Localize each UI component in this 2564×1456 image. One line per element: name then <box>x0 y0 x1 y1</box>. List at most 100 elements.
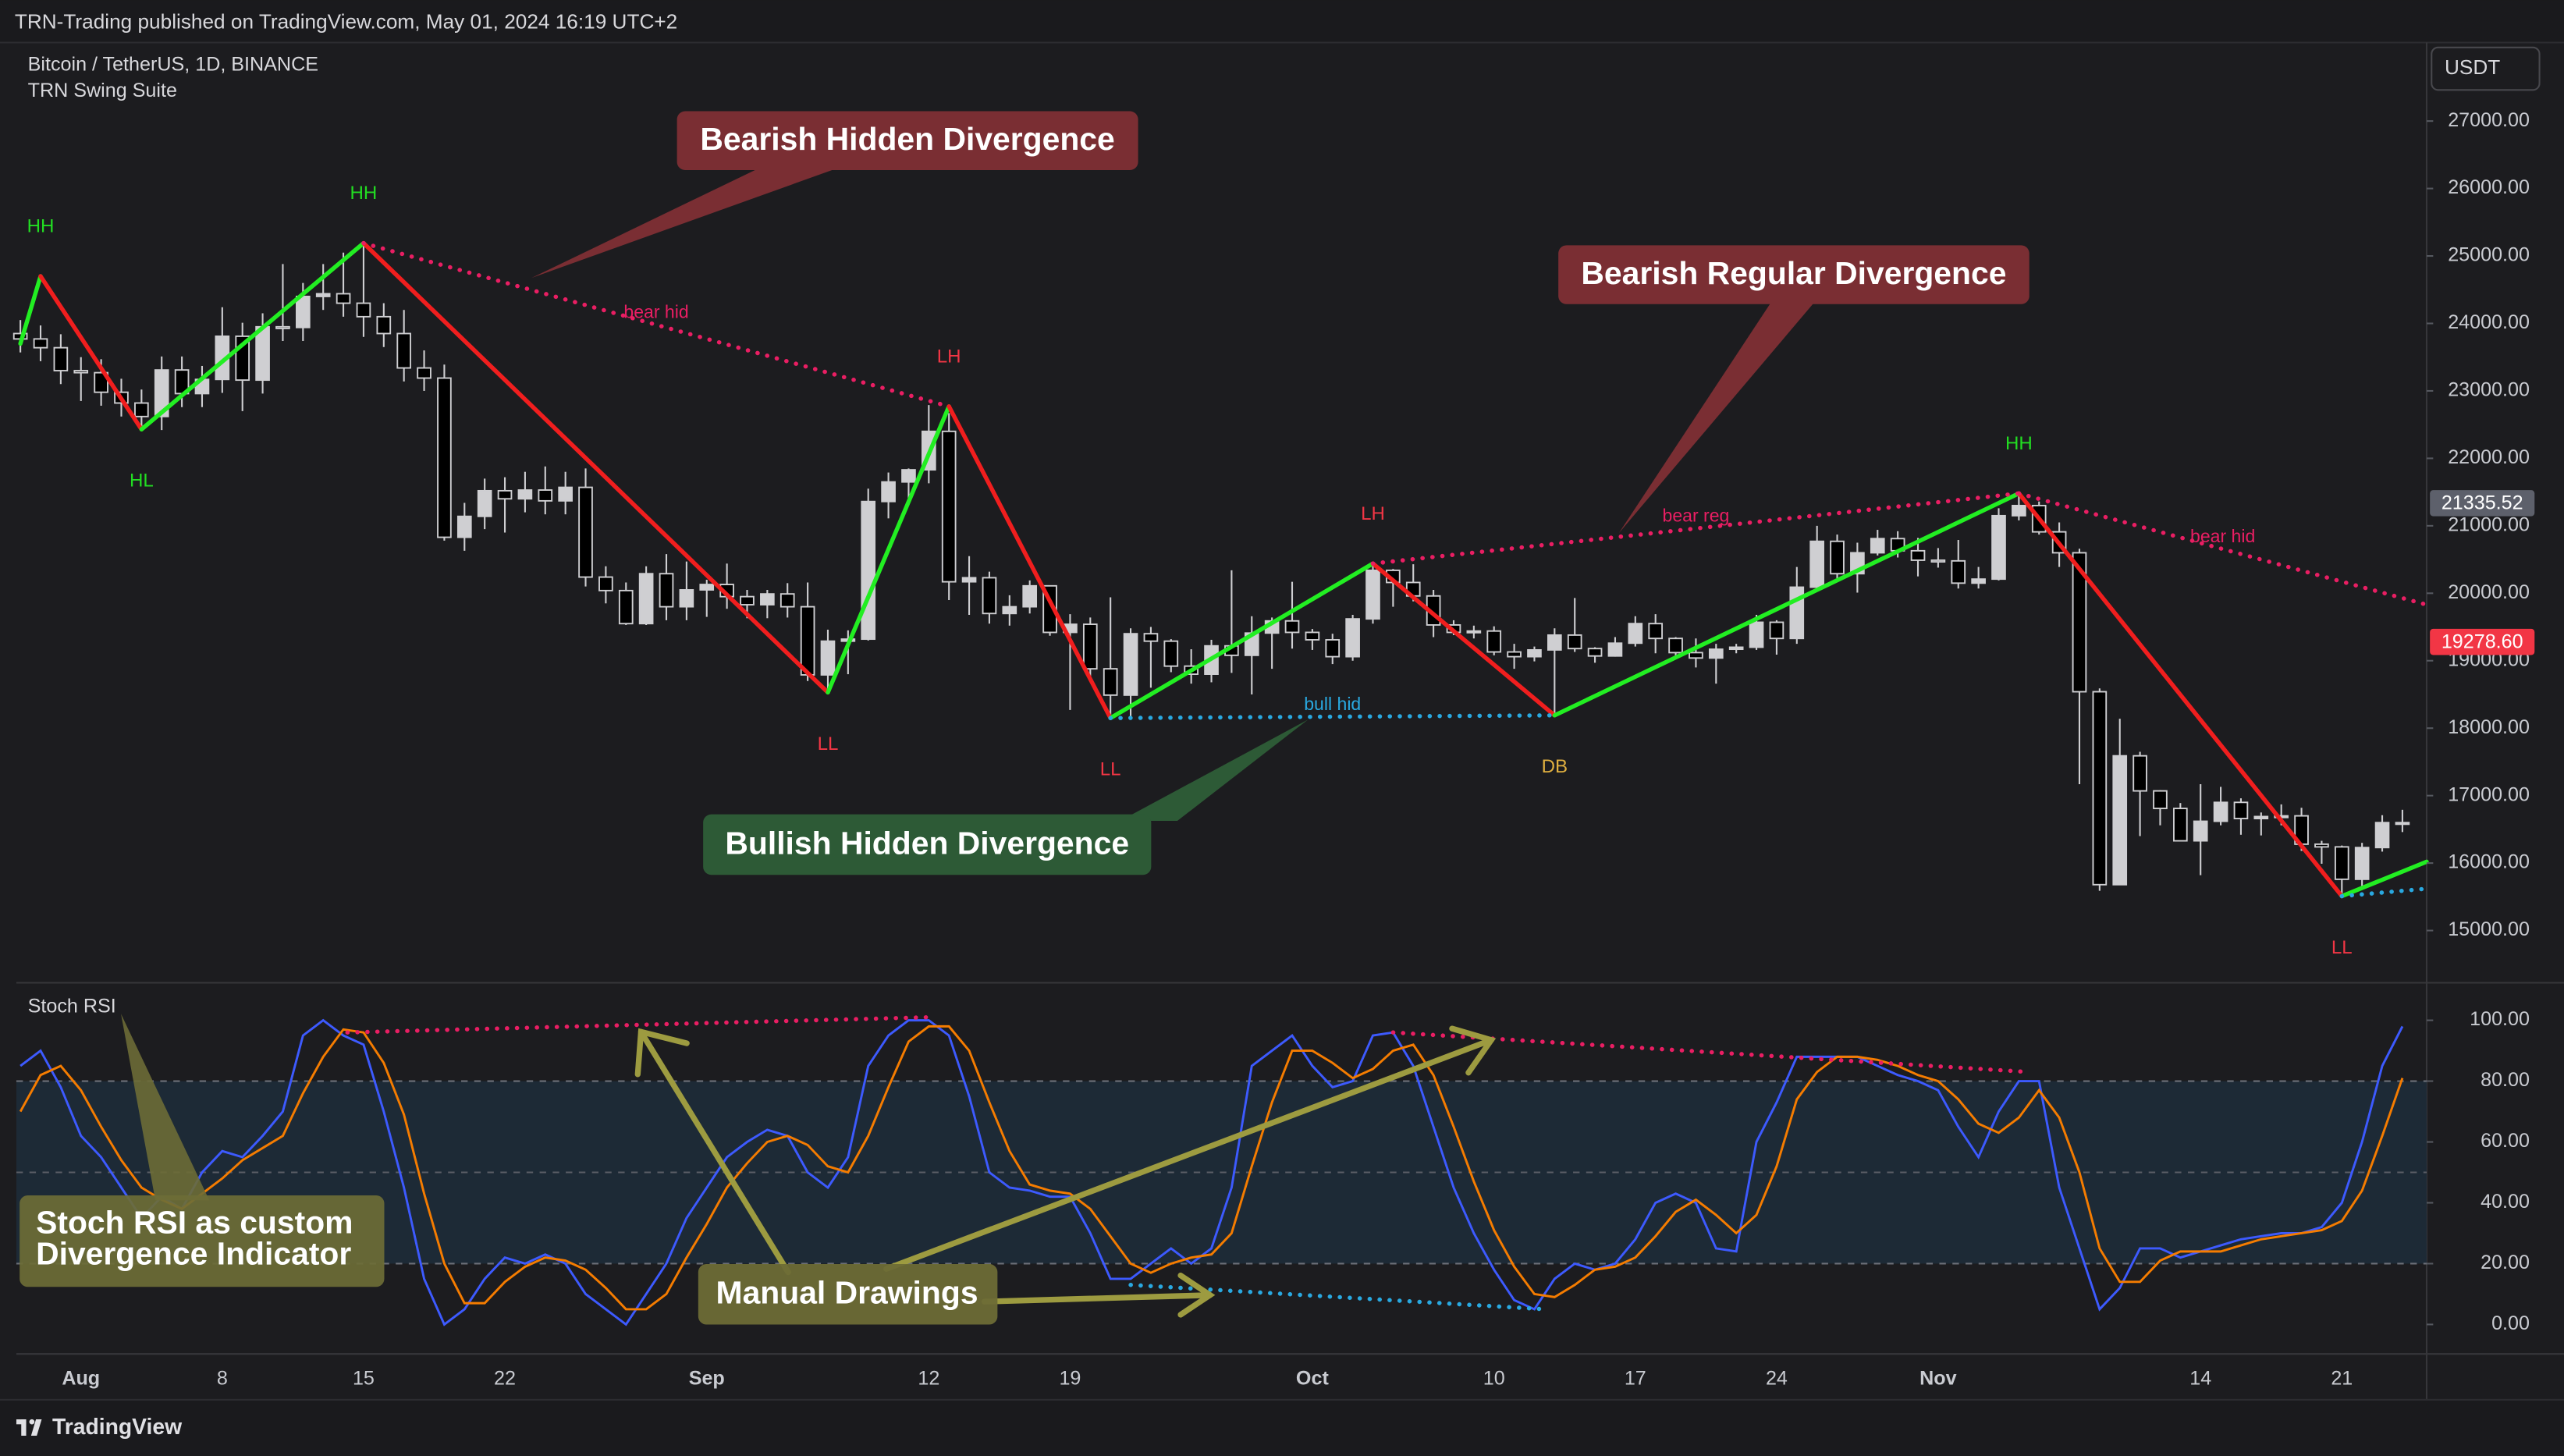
y-tick-label: 40.00 <box>2481 1191 2530 1213</box>
candle-body <box>255 325 270 382</box>
arrow-head <box>634 1028 690 1078</box>
divergence-line <box>2016 491 2429 607</box>
manual-arrows <box>634 1025 1497 1318</box>
candle-body <box>1507 651 1522 658</box>
candle-body <box>437 377 452 538</box>
price-label: 19278.60 <box>2441 630 2523 652</box>
candle-body <box>1527 648 1542 658</box>
candle-body <box>2012 504 2026 517</box>
candle-body <box>1486 630 1502 653</box>
zigzag-segment <box>2339 859 2429 899</box>
callout-text: Stoch RSI as custom <box>36 1204 353 1240</box>
candle-body <box>1830 540 1845 575</box>
candle-body <box>1547 634 1562 651</box>
callout-box <box>703 814 1152 875</box>
candle-body <box>1143 633 1159 642</box>
stoch-line <box>19 1025 2404 1311</box>
divergence-line <box>1370 491 2022 566</box>
zigzag-segment <box>2016 491 2345 899</box>
swing-label: HH <box>27 215 55 236</box>
currency-button[interactable] <box>2431 46 2541 91</box>
y-tick-label: 100.00 <box>2470 1008 2530 1030</box>
candle-body <box>1002 605 1017 615</box>
candle-body <box>2314 843 2329 848</box>
candle-body <box>296 295 311 328</box>
swing-label: HH <box>350 183 378 204</box>
candle-body <box>2233 801 2249 820</box>
candle-body <box>1789 586 1805 640</box>
candle-body <box>1607 642 1623 657</box>
candle-body <box>1769 621 1785 640</box>
candle-body <box>1103 668 1118 696</box>
swing-label: LH <box>937 346 961 367</box>
candle-body <box>1587 648 1603 657</box>
callout: Manual Drawings <box>698 1263 998 1325</box>
candle-body <box>1689 652 1703 659</box>
candle-body <box>861 500 876 641</box>
callout-pointer <box>1618 297 1819 534</box>
candle-body <box>961 577 977 583</box>
x-tick-label: 24 <box>1766 1367 1788 1389</box>
divergence-line <box>1390 1030 2032 1074</box>
swing-label: HH <box>2005 433 2033 454</box>
y-tick-label: 16000.00 <box>2448 851 2530 873</box>
y-tick-label: 27000.00 <box>2448 109 2530 131</box>
divergence-line <box>361 240 951 409</box>
candle-body <box>134 402 149 417</box>
callout: Bearish Hidden Divergence <box>531 111 1138 279</box>
stoch-title: Stoch RSI <box>28 996 116 1017</box>
price-label: 21335.52 <box>2441 492 2523 514</box>
zigzag-segment <box>1552 491 2022 718</box>
zigzag-segment <box>946 404 1113 720</box>
x-tick-label: Sep <box>689 1367 725 1389</box>
candle-body <box>275 325 290 329</box>
y-tick-label: 21000.00 <box>2448 513 2530 535</box>
x-tick-label: 12 <box>918 1367 939 1389</box>
callout-text: Manual Drawings <box>716 1275 978 1311</box>
x-tick-label: Aug <box>62 1367 100 1389</box>
candle-body <box>1365 569 1380 620</box>
candle-body <box>1971 578 1986 584</box>
candle-body <box>517 489 533 500</box>
candle-body <box>760 593 775 605</box>
candle-body <box>1910 549 1926 561</box>
callout-box <box>677 111 1138 170</box>
candle-body <box>1022 584 1038 608</box>
candle-body <box>154 369 169 417</box>
swing-label: HL <box>130 471 154 492</box>
candle-body <box>1930 559 1946 563</box>
x-tick-label: Nov <box>1919 1367 1956 1389</box>
y-tick-label: 15000.00 <box>2448 918 2530 940</box>
candle-body <box>477 489 492 517</box>
divergence-line <box>2339 886 2429 899</box>
y-tick-label: 18000.00 <box>2448 716 2530 738</box>
y-tick-label: 25000.00 <box>2448 244 2530 266</box>
candle-body <box>2173 808 2188 842</box>
callout: Bullish Hidden Divergence <box>703 719 1309 875</box>
candle-body <box>1749 621 1764 648</box>
currency-label[interactable]: USDT <box>2445 55 2500 79</box>
candle-body <box>53 346 69 371</box>
y-tick-label: 60.00 <box>2481 1130 2530 1152</box>
y-tick-label: 20000.00 <box>2448 581 2530 603</box>
candle-body <box>618 589 634 625</box>
y-tick-label: 24000.00 <box>2448 311 2530 333</box>
x-tick-label: 19 <box>1059 1367 1081 1389</box>
candle-body <box>1284 620 1300 634</box>
header-text: TRN-Trading published on TradingView.com… <box>15 9 677 33</box>
candle-body <box>1567 634 1582 650</box>
y-tick-label: 23000.00 <box>2448 379 2530 401</box>
candle-body <box>456 515 472 538</box>
arrow <box>883 1037 1494 1272</box>
candle-body <box>396 332 412 369</box>
zigzag-segment <box>361 240 830 695</box>
logo-part <box>30 1419 42 1436</box>
indicator-name: TRN Swing Suite <box>28 80 177 101</box>
candle-body <box>800 605 815 676</box>
callout-pointer <box>1120 719 1309 822</box>
swing-label: LL <box>1100 759 1121 780</box>
divergence-line <box>345 1014 932 1035</box>
symbol-title: Bitcoin / TetherUS, 1D, BINANCE <box>28 53 318 75</box>
